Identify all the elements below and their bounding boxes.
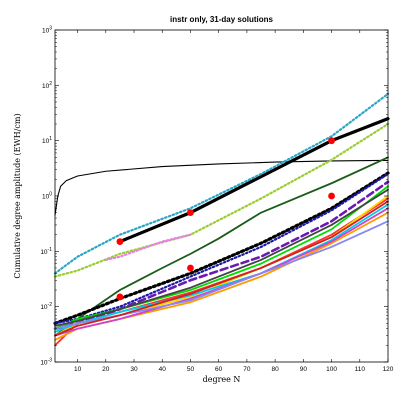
data-marker <box>116 293 124 301</box>
y-tick-label: 103 <box>42 26 52 35</box>
x-tick-label: 110 <box>355 366 366 373</box>
x-tick-label: 20 <box>102 366 110 373</box>
series-line-17 <box>54 200 389 337</box>
data-marker <box>187 264 194 272</box>
y-tick-label: 10-3 <box>40 358 52 367</box>
series-layer <box>53 92 390 347</box>
series-line-5 <box>104 233 192 261</box>
x-tick-label: 80 <box>272 366 280 373</box>
x-tick-label: 30 <box>130 366 138 373</box>
data-marker <box>328 192 335 200</box>
y-axis-label: Cumulative degree amplitude (EWH/cm) <box>13 113 22 278</box>
series-line-18 <box>54 188 389 327</box>
chart-title: instr only, 31-day solutions <box>170 15 274 24</box>
y-tick-label: 101 <box>42 136 52 145</box>
series-line-7 <box>53 171 390 325</box>
x-axis-label: degree N <box>203 375 241 384</box>
x-tick-label: 10 <box>74 366 82 373</box>
series-line-2 <box>118 117 390 244</box>
x-tick-label: 60 <box>215 366 223 373</box>
data-marker <box>116 238 124 245</box>
y-tick-label: 10-1 <box>40 247 52 256</box>
series-line-3 <box>53 92 390 275</box>
series-line-13 <box>54 185 389 330</box>
series-line-1 <box>54 159 389 216</box>
y-tick-label: 100 <box>42 192 52 201</box>
series-line-15 <box>54 207 389 337</box>
data-marker <box>187 209 194 217</box>
x-tick-label: 90 <box>300 366 308 373</box>
series-line-16 <box>54 220 389 330</box>
x-tick-label: 40 <box>159 366 167 373</box>
tick-labels: 10 20 30 40 50 60 70 80 90 100 110 120 10-3 10-2 10-1 1… <box>40 26 393 374</box>
x-tick-label: 70 <box>243 366 251 373</box>
data-marker <box>328 137 335 145</box>
y-tick-label: 10-2 <box>40 302 52 311</box>
x-tick-label: 120 <box>383 366 394 373</box>
x-tick-label: 100 <box>326 366 337 373</box>
axes <box>54 29 389 363</box>
x-tick-label: 50 <box>187 366 195 373</box>
y-tick-label: 102 <box>42 81 52 90</box>
